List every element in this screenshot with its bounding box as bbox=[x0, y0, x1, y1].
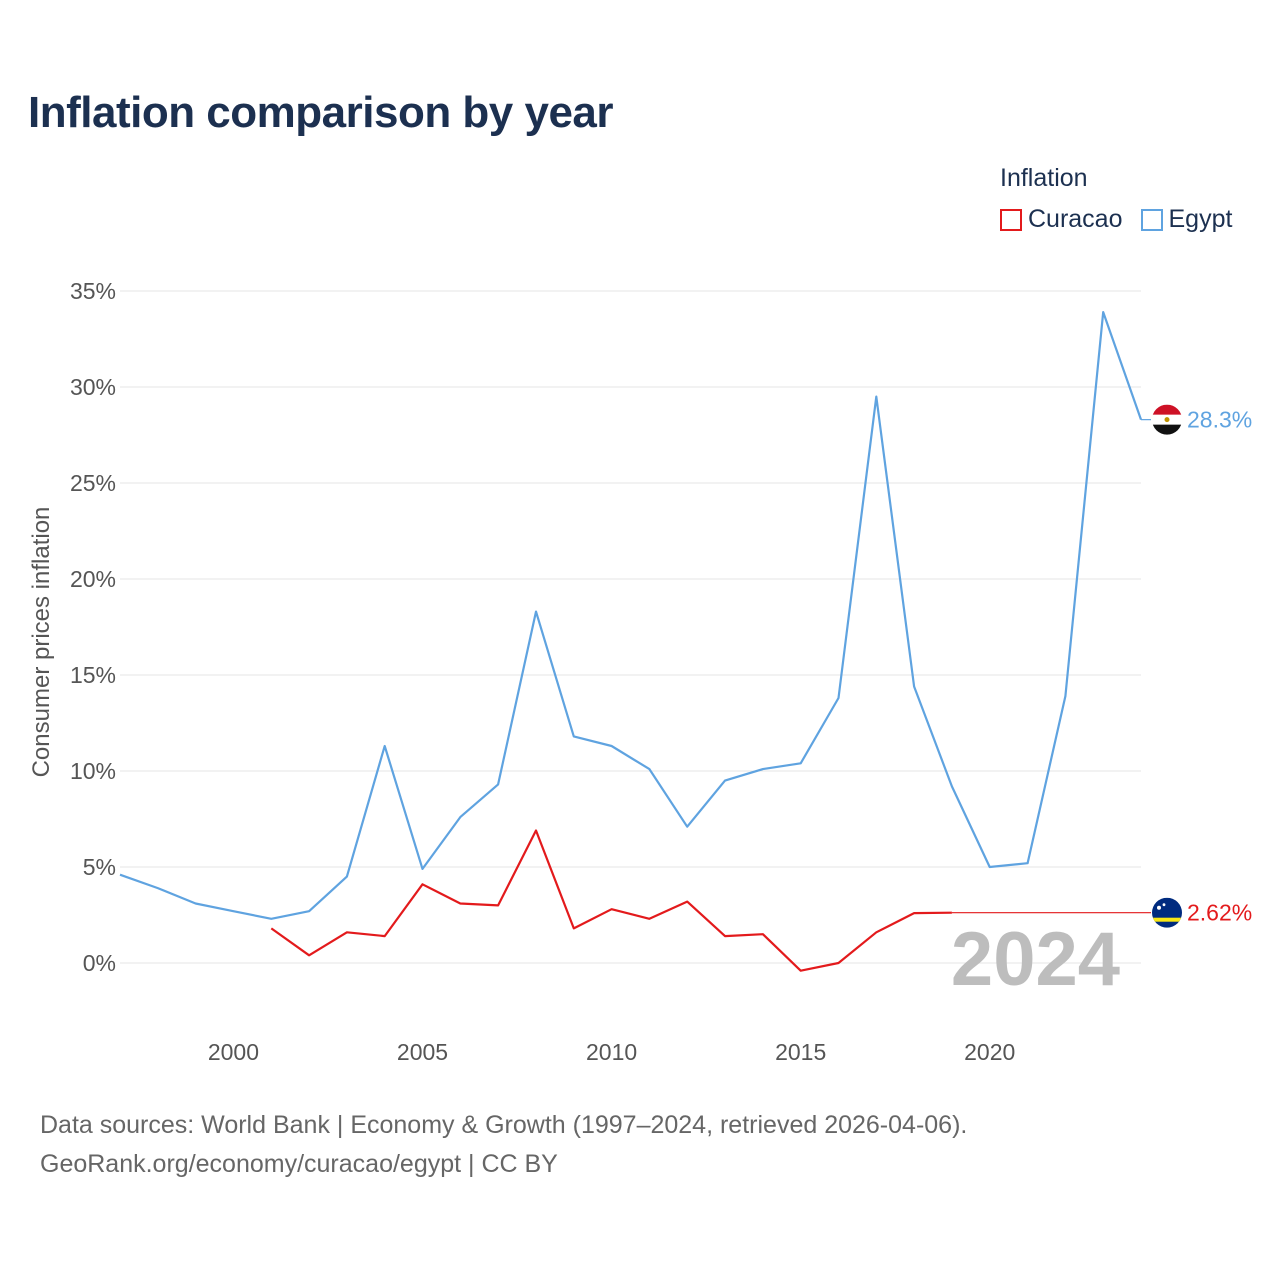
series-line-egypt bbox=[119, 311, 1143, 920]
legend-swatch-curacao bbox=[1000, 208, 1022, 231]
y-tick-label: 30% bbox=[70, 374, 116, 400]
legend-swatch-egypt bbox=[1140, 208, 1163, 231]
egypt-flag-icon bbox=[1152, 404, 1182, 435]
end-value-label-egypt: 28.3% bbox=[1187, 407, 1252, 433]
legend-label-curacao: Curacao bbox=[1028, 205, 1123, 233]
footer-link: GeoRank.org/economy/curacao/egypt | CC B… bbox=[40, 1150, 558, 1178]
legend-item-egypt[interactable]: Egypt bbox=[1140, 205, 1233, 234]
series-line-curacao bbox=[270, 829, 952, 972]
curacao-flag-icon bbox=[1152, 897, 1182, 928]
y-tick-label: 20% bbox=[70, 566, 116, 592]
x-tick-label: 2000 bbox=[208, 1039, 259, 1065]
y-tick-label: 5% bbox=[83, 854, 116, 880]
end-value-label-curacao: 2.62% bbox=[1187, 900, 1252, 926]
x-tick-label: 2010 bbox=[586, 1039, 637, 1065]
legend-title: Inflation bbox=[1000, 164, 1088, 192]
x-tick-label: 2015 bbox=[775, 1039, 826, 1065]
y-tick-label: 15% bbox=[70, 662, 116, 688]
y-tick-label: 10% bbox=[70, 758, 116, 784]
y-tick-label: 25% bbox=[70, 470, 116, 496]
x-tick-label: 2020 bbox=[964, 1039, 1015, 1065]
x-tick-label: 2005 bbox=[397, 1039, 448, 1065]
chart-title: Inflation comparison by year bbox=[28, 88, 614, 137]
legend: Curacao Egypt bbox=[1000, 205, 1250, 234]
legend-item-curacao[interactable]: Curacao bbox=[1000, 205, 1123, 234]
footer-sources: Data sources: World Bank | Economy & Gro… bbox=[40, 1111, 968, 1139]
year-watermark: 2024 bbox=[951, 917, 1120, 1002]
y-tick-label: 0% bbox=[83, 950, 116, 976]
legend-label-egypt: Egypt bbox=[1168, 205, 1233, 233]
footer: Data sources: World Bank | Economy & Gro… bbox=[40, 1106, 967, 1184]
y-tick-label: 35% bbox=[70, 278, 116, 304]
